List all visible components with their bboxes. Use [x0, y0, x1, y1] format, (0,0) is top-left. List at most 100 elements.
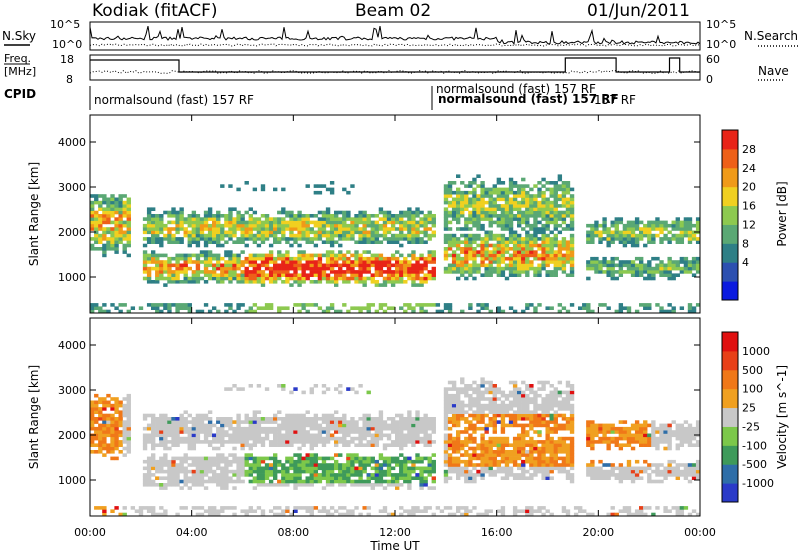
heatmap-cell [358, 309, 363, 314]
heatmap-cell [142, 459, 148, 464]
heatmap-cell [456, 210, 461, 215]
heatmap-cell [411, 469, 416, 474]
heatmap-cell [407, 430, 412, 434]
heatmap-cell [399, 273, 404, 277]
heatmap-cell [659, 260, 664, 264]
heatmap-cell [277, 230, 282, 235]
heatmap-cell [639, 230, 644, 235]
heatmap-cell [146, 506, 152, 510]
heatmap-cell [171, 423, 176, 428]
heatmap-cell [346, 280, 351, 284]
heatmap-cell [411, 506, 416, 510]
heatmap-cell [297, 217, 302, 221]
heatmap-cell [480, 247, 485, 251]
heatmap-cell [407, 473, 412, 477]
heatmap-cell [521, 403, 526, 408]
heatmap-cell [488, 243, 493, 248]
heatmap-cell [244, 463, 249, 467]
heatmap-cell [325, 306, 331, 310]
heatmap-cell [395, 459, 400, 464]
heatmap-cell [403, 479, 408, 484]
heatmap-cell [545, 380, 550, 385]
heatmap-cell [606, 233, 611, 238]
heatmap-cell [512, 403, 518, 408]
heatmap-cell [329, 260, 335, 264]
heatmap-cell [289, 233, 294, 238]
heatmap-cell [525, 413, 530, 418]
heatmap-cell [248, 446, 253, 451]
heatmap-cell [508, 204, 514, 208]
heatmap-cell [399, 476, 404, 480]
heatmap-cell [508, 247, 514, 251]
heatmap-cell [667, 256, 672, 261]
heatmap-cell [321, 426, 327, 431]
heatmap-cell [586, 309, 591, 314]
heatmap-cell [659, 270, 664, 274]
heatmap-cell [521, 184, 526, 188]
heatmap-cell [260, 443, 266, 447]
heatmap-cell [610, 263, 615, 268]
power-ylabel: Slant Range [km] [27, 162, 41, 266]
heatmap-cell [382, 260, 388, 264]
heatmap-cell [114, 223, 119, 228]
heatmap-cell [626, 306, 632, 310]
heatmap-cell [484, 263, 489, 268]
power-cells [90, 174, 701, 314]
heatmap-cell [443, 436, 449, 441]
heatmap-cell [634, 233, 640, 238]
heatmap-cell [317, 417, 323, 421]
heatmap-cell [415, 240, 420, 244]
heatmap-cell [561, 204, 567, 208]
heatmap-cell [492, 197, 497, 202]
heatmap-cell [285, 476, 290, 480]
heatmap-cell [175, 253, 180, 258]
heatmap-cell [529, 207, 534, 211]
heatmap-cell [195, 256, 201, 261]
heatmap-cell [325, 476, 331, 480]
heatmap-cell [386, 266, 392, 271]
heatmap-cell [354, 456, 359, 461]
heatmap-cell [374, 230, 380, 235]
heatmap-cell [500, 436, 506, 441]
heatmap-cell [350, 217, 355, 221]
heatmap-cell [232, 309, 237, 314]
heatmap-cell [630, 436, 636, 441]
heatmap-cell [460, 210, 465, 215]
heatmap-cell [366, 463, 371, 467]
heatmap-cell [508, 413, 514, 418]
heatmap-cell [545, 270, 550, 274]
heatmap-cell [403, 440, 408, 444]
heatmap-cell [496, 204, 502, 208]
heatmap-cell [305, 303, 310, 307]
heatmap-cell [358, 512, 363, 517]
heatmap-cell [252, 223, 258, 228]
heatmap-cell [553, 417, 558, 421]
heatmap-cell [260, 426, 266, 431]
heatmap-cell [212, 433, 217, 438]
heatmap-cell [346, 223, 351, 228]
heatmap-cell [606, 476, 611, 480]
heatmap-cell [533, 420, 538, 424]
heatmap-cell [248, 270, 253, 274]
heatmap-cell [216, 509, 221, 513]
heatmap-cell [346, 270, 351, 274]
heatmap-cell [541, 512, 546, 517]
heatmap-cell [281, 266, 286, 271]
heatmap-cell [622, 240, 628, 244]
heatmap-cell [232, 220, 237, 225]
heatmap-cell [537, 256, 542, 261]
heatmap-cell [313, 417, 319, 421]
heatmap-cell [248, 463, 253, 467]
heatmap-cell [207, 309, 213, 314]
heatmap-cell [415, 410, 420, 414]
heatmap-cell [366, 440, 371, 444]
heatmap-cell [179, 240, 184, 244]
heatmap-cell [610, 463, 615, 467]
heatmap-cell [260, 240, 266, 244]
heatmap-cell [390, 423, 396, 428]
heatmap-cell [549, 430, 554, 434]
heatmap-cell [456, 220, 461, 225]
heatmap-cell [285, 433, 290, 438]
heatmap-cell [338, 479, 343, 484]
heatmap-cell [281, 256, 286, 261]
